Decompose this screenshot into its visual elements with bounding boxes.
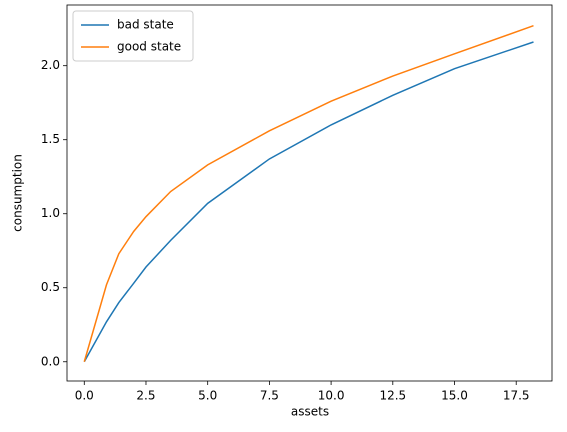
y-tick-label: 2.0 bbox=[41, 58, 60, 72]
x-tick-label: 2.5 bbox=[136, 389, 155, 403]
y-tick-label: 1.0 bbox=[41, 206, 60, 220]
x-tick-label: 5.0 bbox=[198, 389, 217, 403]
legend-label: good state bbox=[117, 40, 181, 54]
x-axis-label: assets bbox=[291, 405, 329, 419]
legend-box bbox=[72, 10, 194, 62]
y-axis-label: consumption bbox=[11, 154, 25, 232]
x-tick-label: 17.5 bbox=[503, 389, 530, 403]
x-tick-label: 7.5 bbox=[260, 389, 279, 403]
x-tick-label: 10.0 bbox=[318, 389, 345, 403]
x-tick-label: 0.0 bbox=[75, 389, 94, 403]
line-series bbox=[83, 41, 534, 363]
line-series bbox=[83, 25, 534, 362]
y-tick-label: 0.5 bbox=[41, 280, 60, 294]
legend: bad state good state bbox=[72, 10, 194, 62]
plot-frame bbox=[66, 4, 553, 382]
legend-label: bad state bbox=[117, 18, 174, 32]
y-tick-label: 0.0 bbox=[41, 354, 60, 368]
x-tick-label: 15.0 bbox=[441, 389, 468, 403]
x-tick-label: 12.5 bbox=[379, 389, 406, 403]
y-tick-label: 1.5 bbox=[41, 132, 60, 146]
